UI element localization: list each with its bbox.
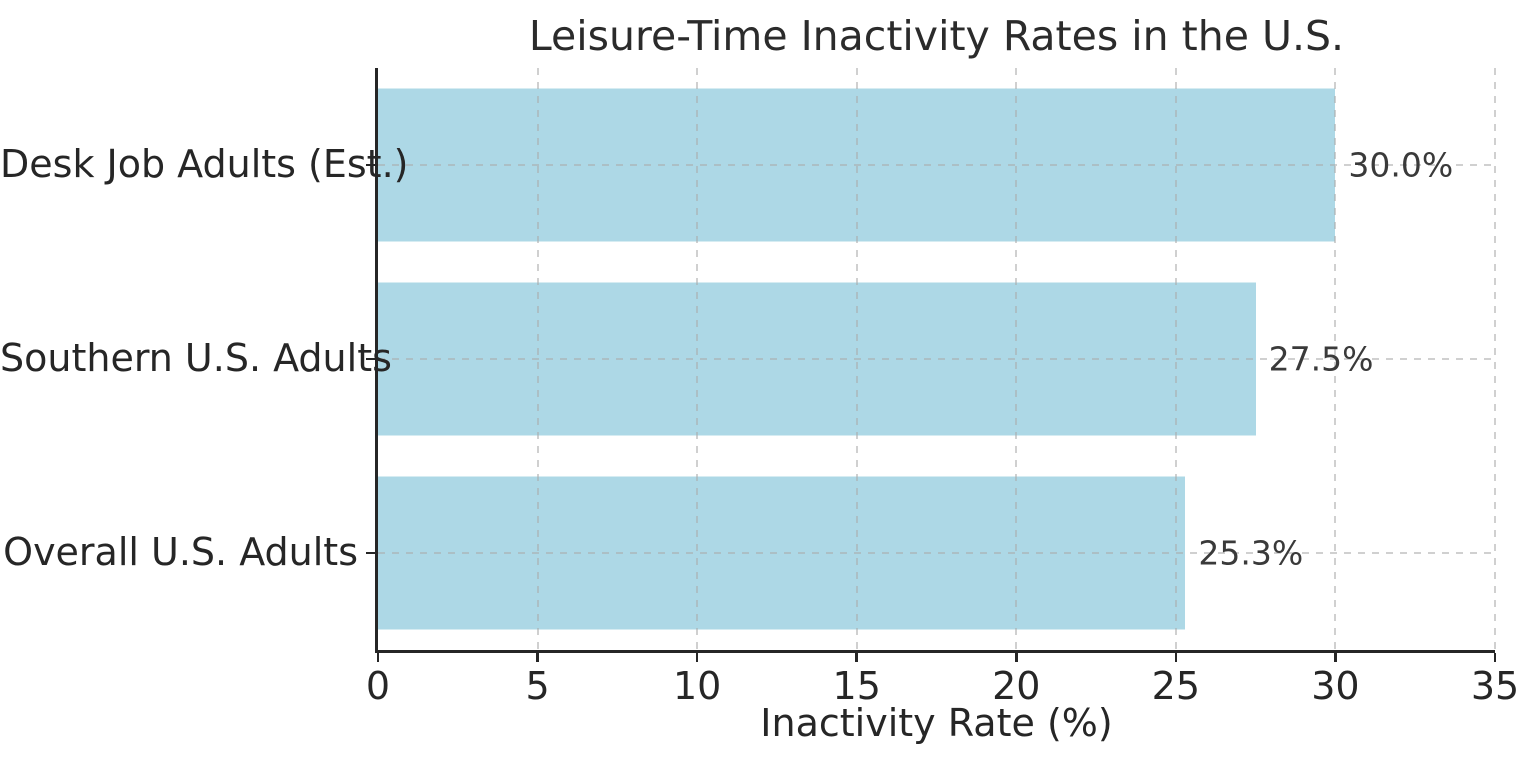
x-tick-label-20: 20 xyxy=(992,664,1041,708)
gridline-y-2 xyxy=(378,552,1495,554)
x-tick-5 xyxy=(536,653,539,662)
y-tick-2 xyxy=(366,551,375,555)
y-tick-1 xyxy=(366,357,375,361)
x-tick-10 xyxy=(695,653,699,662)
x-tick-35 xyxy=(1493,653,1497,662)
x-tick-25 xyxy=(1174,653,1178,662)
x-tick-label-25: 25 xyxy=(1151,664,1201,708)
x-axis-label: Inactivity Rate (%) xyxy=(760,701,1113,745)
value-label-1: 27.5% xyxy=(1268,339,1374,379)
gridline-y-1 xyxy=(378,358,1495,360)
category-label-0: Desk Job Adults (Est.) xyxy=(0,142,409,187)
x-tick-30 xyxy=(1334,653,1337,662)
x-tick-label-30: 30 xyxy=(1311,664,1360,708)
x-tick-label-10: 10 xyxy=(672,664,722,708)
value-label-2: 25.3% xyxy=(1198,533,1304,573)
y-tick-0 xyxy=(366,163,375,167)
category-label-2: Overall U.S. Adults xyxy=(3,530,358,575)
y-axis-spine xyxy=(375,68,378,653)
x-tick-label-15: 15 xyxy=(832,664,881,708)
gridline-y-0 xyxy=(378,164,1495,166)
gridline-x-35 xyxy=(1494,68,1496,650)
x-tick-0 xyxy=(376,653,380,662)
x-axis-spine xyxy=(375,650,1495,653)
category-label-1: Southern U.S. Adults xyxy=(0,336,392,381)
x-tick-15 xyxy=(855,653,858,662)
x-tick-label-35: 35 xyxy=(1470,664,1520,708)
x-tick-20 xyxy=(1015,653,1018,662)
x-tick-label-5: 5 xyxy=(525,664,550,708)
value-label-0: 30.0% xyxy=(1348,145,1454,185)
chart-title: Leisure-Time Inactivity Rates in the U.S… xyxy=(528,12,1345,60)
x-tick-label-0: 0 xyxy=(365,664,391,708)
